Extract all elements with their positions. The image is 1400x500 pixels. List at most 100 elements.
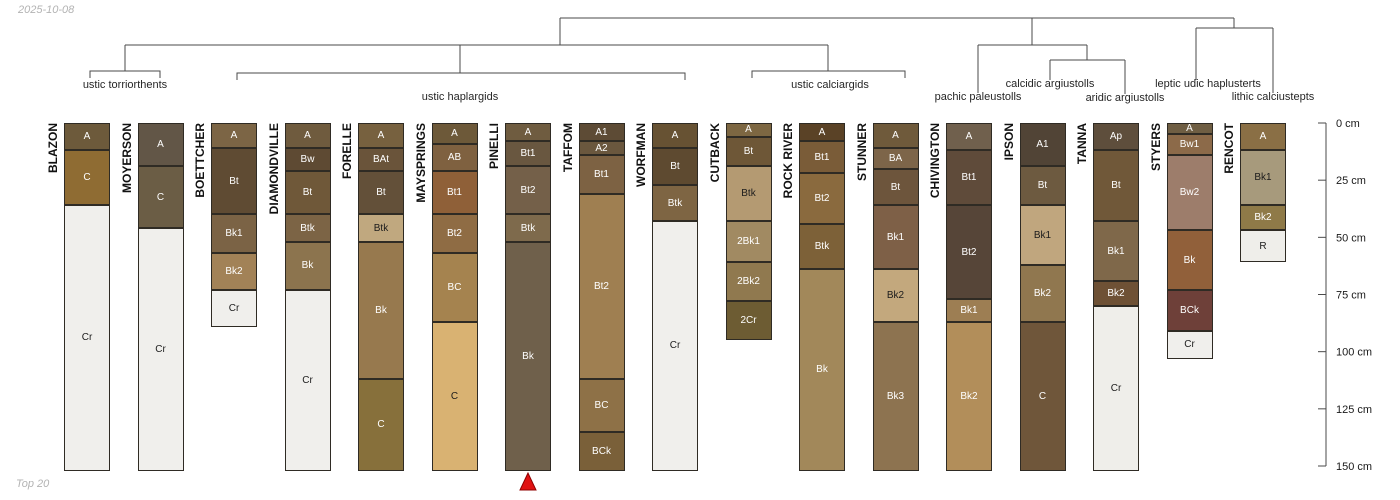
horizon-ipson-bt: Bt xyxy=(1019,166,1066,206)
horizon-taffom-a2: A2 xyxy=(578,141,625,155)
cluster-label-aridic-argiustolls: aridic argiustolls xyxy=(1085,92,1165,104)
depth-axis-label: 125 cm xyxy=(1336,404,1372,416)
profile-name-moyerson: MOYERSON xyxy=(119,123,134,194)
horizon-ipson-bk2: Bk2 xyxy=(1019,264,1066,322)
dendrogram-line xyxy=(89,70,161,78)
horizon-chivington-bk1: Bk1 xyxy=(946,299,992,322)
horizon-blazon-a: A xyxy=(64,123,110,151)
horizon-maysprings-a: A xyxy=(431,123,478,144)
date-label: 2025-10-08 xyxy=(18,4,75,16)
horizon-forelle-btk: Btk xyxy=(358,214,404,242)
cluster-label-pachic-paleustolls: pachic paleustolls xyxy=(934,91,1022,103)
depth-axis-label: 25 cm xyxy=(1336,175,1366,187)
profile-name-stunner: STUNNER xyxy=(854,123,869,182)
horizon-chivington-a: A xyxy=(946,123,992,151)
horizon-boettcher-bk2: Bk2 xyxy=(211,253,257,290)
cluster-label-ustic-haplargids: ustic haplargids xyxy=(421,91,499,103)
horizon-maysprings-ab: AB xyxy=(431,143,478,172)
profile-name-forelle: FORELLE xyxy=(340,123,354,179)
horizon-cutback-a: A xyxy=(725,123,772,137)
horizon-styers-bw1: Bw1 xyxy=(1166,134,1213,155)
horizon-taffom-a1: A1 xyxy=(578,123,625,142)
horizon-worfman-cr: Cr xyxy=(652,221,698,471)
profile-name-chivington: CHIVINGTON xyxy=(928,123,942,199)
horizon-diamondville-a: A xyxy=(284,123,331,149)
horizon-rencot-a: A xyxy=(1240,123,1286,151)
cluster-label-leptic-udic-haplusterts: leptic udic haplusterts xyxy=(1155,78,1261,90)
horizon-tanna-bt: Bt xyxy=(1093,150,1139,222)
profile-name-pinelli: PINELLI xyxy=(487,123,501,170)
horizon-taffom-bck: BCk xyxy=(578,431,625,471)
horizon-boettcher-bt: Bt xyxy=(211,148,257,215)
depth-axis-label: 150 cm xyxy=(1336,461,1372,473)
horizon-rock-river-a: A xyxy=(799,123,845,142)
horizon-rock-river-bt2: Bt2 xyxy=(799,173,845,224)
profile-name-ipson: IPSON xyxy=(1001,123,1016,161)
horizon-diamondville-bt: Bt xyxy=(284,171,331,215)
horizon-styers-a: A xyxy=(1166,123,1213,135)
horizon-diamondville-cr: Cr xyxy=(284,289,331,471)
horizon-cutback-2bk1: 2Bk1 xyxy=(725,221,772,263)
horizon-cutback-2bk2: 2Bk2 xyxy=(725,262,772,302)
horizon-diamondville-btk: Btk xyxy=(284,214,331,242)
horizon-forelle-a: A xyxy=(358,123,404,149)
dendrogram-line xyxy=(751,70,906,78)
horizon-forelle-bat: BAt xyxy=(358,148,404,171)
horizon-maysprings-c: C xyxy=(431,321,478,471)
cluster-label-lithic-calciustepts: lithic calciustepts xyxy=(1231,91,1315,103)
depth-axis-label: 75 cm xyxy=(1336,290,1366,302)
horizon-worfman-bt: Bt xyxy=(652,148,698,185)
horizon-ipson-a1: A1 xyxy=(1019,123,1066,167)
horizon-taffom-bc: BC xyxy=(578,379,625,432)
horizon-rencot-bk1: Bk1 xyxy=(1240,150,1286,206)
horizon-stunner-bk1: Bk1 xyxy=(872,205,919,270)
cluster-label-calcidic-argiustolls: calcidic argiustolls xyxy=(1005,78,1095,90)
horizon-rencot-r: R xyxy=(1240,230,1286,263)
profile-name-worfman: WORFMAN xyxy=(634,123,648,187)
horizon-pinelli-bk: Bk xyxy=(505,241,551,471)
horizon-taffom-bt2: Bt2 xyxy=(578,193,625,380)
horizon-styers-bck: BCk xyxy=(1166,289,1213,332)
profile-name-blazon: BLAZON xyxy=(46,123,60,173)
horizon-cutback-btk: Btk xyxy=(725,166,772,222)
horizon-rock-river-btk: Btk xyxy=(799,223,845,270)
horizon-forelle-c: C xyxy=(358,379,404,471)
depth-axis-label: 50 cm xyxy=(1336,232,1366,244)
horizon-moyerson-cr: Cr xyxy=(137,228,184,471)
horizon-blazon-c: C xyxy=(64,150,110,206)
horizon-taffom-bt1: Bt1 xyxy=(578,155,625,194)
profile-name-diamondville: DIAMONDVILLE xyxy=(266,123,281,215)
horizon-styers-bk: Bk xyxy=(1166,230,1213,290)
horizon-cutback-bt: Bt xyxy=(725,136,772,167)
horizon-stunner-ba: BA xyxy=(872,148,919,169)
selected-profile-marker xyxy=(519,471,537,491)
horizon-tanna-cr: Cr xyxy=(1093,305,1139,471)
profile-name-rock-river: ROCK RIVER xyxy=(781,123,795,199)
footer-label: Top 20 xyxy=(16,478,50,490)
horizon-worfman-a: A xyxy=(652,123,698,149)
profile-name-maysprings: MAYSPRINGS xyxy=(413,123,428,203)
profile-name-rencot: RENCOT xyxy=(1222,123,1236,174)
horizon-tanna-bk2: Bk2 xyxy=(1093,280,1139,306)
horizon-blazon-cr: Cr xyxy=(64,205,110,471)
horizon-ipson-bk1: Bk1 xyxy=(1019,205,1066,265)
horizon-maysprings-bt1: Bt1 xyxy=(431,171,478,215)
horizon-boettcher-a: A xyxy=(211,123,257,149)
horizon-diamondville-bw: Bw xyxy=(284,148,331,171)
horizon-stunner-a: A xyxy=(872,123,919,149)
cluster-label-ustic-torriorthents: ustic torriorthents xyxy=(82,79,168,91)
horizon-maysprings-bt2: Bt2 xyxy=(431,214,478,254)
horizon-rencot-bk2: Bk2 xyxy=(1240,205,1286,231)
horizon-pinelli-a: A xyxy=(505,123,551,142)
horizon-diamondville-bk: Bk xyxy=(284,241,331,290)
horizon-stunner-bk2: Bk2 xyxy=(872,269,919,322)
cluster-label-ustic-calciargids: ustic calciargids xyxy=(791,79,869,91)
dendrogram-line xyxy=(236,72,686,80)
horizon-pinelli-bt1: Bt1 xyxy=(505,141,551,167)
horizon-boettcher-cr: Cr xyxy=(211,289,257,327)
horizon-chivington-bt1: Bt1 xyxy=(946,150,992,206)
horizon-pinelli-btk: Btk xyxy=(505,214,551,242)
horizon-rock-river-bk: Bk xyxy=(799,269,845,471)
